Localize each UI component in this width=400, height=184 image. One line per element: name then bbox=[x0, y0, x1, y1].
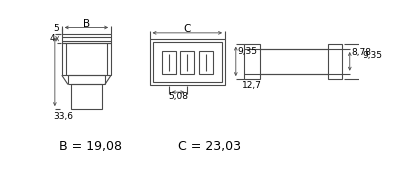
Bar bbox=[328, 44, 342, 79]
Text: C: C bbox=[184, 24, 191, 34]
Text: 12,7: 12,7 bbox=[242, 81, 262, 90]
Bar bbox=[62, 34, 111, 43]
Text: 8,78: 8,78 bbox=[351, 48, 371, 57]
Text: C = 23,03: C = 23,03 bbox=[178, 140, 241, 153]
Text: 5: 5 bbox=[54, 24, 60, 33]
Bar bbox=[244, 44, 260, 79]
Bar bbox=[153, 42, 222, 82]
Bar bbox=[62, 43, 111, 75]
Bar bbox=[199, 51, 213, 74]
Text: 33,6: 33,6 bbox=[53, 112, 73, 121]
Text: 9,35: 9,35 bbox=[362, 51, 382, 60]
Bar bbox=[180, 51, 194, 74]
Bar bbox=[162, 51, 176, 74]
Bar bbox=[71, 84, 102, 109]
Bar bbox=[150, 39, 225, 85]
Text: 9,35: 9,35 bbox=[237, 47, 257, 56]
Text: B = 19,08: B = 19,08 bbox=[59, 140, 122, 153]
Text: 5,08: 5,08 bbox=[168, 92, 188, 101]
Text: 4: 4 bbox=[49, 34, 55, 43]
Text: B: B bbox=[83, 19, 90, 29]
